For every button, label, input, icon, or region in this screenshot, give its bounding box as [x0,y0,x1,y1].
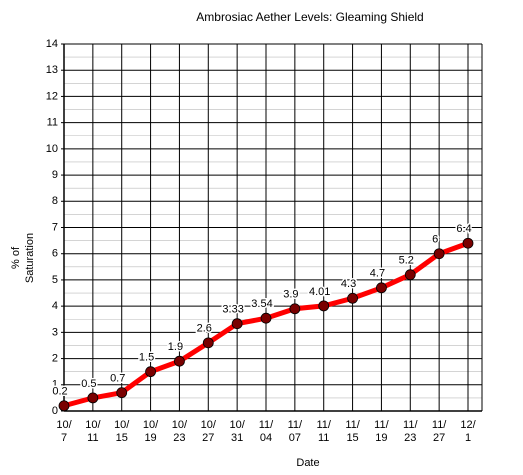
x-tick-label: 11/ [316,419,331,431]
x-tick-label: 11/ [345,419,360,431]
x-tick-label: 23 [173,432,185,444]
data-point [145,366,156,378]
x-tick-label: 10/ [172,419,188,431]
y-tick-label: 6 [52,248,58,260]
x-tick-label: 11 [318,432,329,444]
data-point [318,300,330,312]
y-tick-label: 4 [52,300,58,312]
x-tick-label: 11/ [374,419,389,431]
data-label: 4.01 [309,286,330,298]
y-tick-label: 12 [46,90,58,102]
data-point [404,269,416,281]
x-tick-label: 11/ [403,419,418,431]
data-point [347,292,358,304]
data-label: 4.3 [341,278,356,290]
x-tick-label: 11/ [432,419,447,431]
data-label: 4.7 [370,268,385,280]
x-tick-label: 10/ [114,419,130,431]
y-tick-label: 0 [52,405,58,417]
y-tick-label: 11 [47,117,58,129]
x-tick-label: 15 [346,432,358,444]
data-label: 5.2 [399,255,414,267]
data-label: 6.4 [456,223,471,235]
y-tick-label: 5 [52,274,58,286]
data-point [433,248,445,260]
x-tick-label: 27 [433,432,445,444]
x-tick-label: 10/ [143,419,159,431]
x-tick-label: 10/ [201,419,217,431]
y-tick-label: 8 [52,195,58,207]
x-tick-label: 07 [289,432,301,444]
y-tick-label: 2 [52,352,58,364]
data-label: 3.54 [251,298,272,310]
y-tick-label: 1 [52,379,58,391]
x-tick-label: 10/ [229,419,245,431]
data-point [231,318,243,330]
data-point [87,392,99,404]
x-tick-label: 31 [231,432,243,444]
y-tick-label: 9 [52,169,58,181]
y-axis-label: Saturation [24,233,36,283]
data-label: 1.5 [139,352,154,364]
data-point [174,355,185,367]
data-point [58,400,70,412]
y-tick-label: 14 [46,38,58,50]
data-point [376,282,387,294]
x-tick-label: 15 [116,432,128,444]
x-tick-label: 04 [260,432,272,444]
data-label: 0.2 [52,386,67,398]
y-tick-label: 13 [46,64,58,76]
x-tick-label: 11/ [259,419,274,431]
data-label: 0.7 [110,373,125,385]
x-tick-label: 7 [61,432,67,444]
x-tick-label: 19 [375,432,387,444]
data-label: 2.6 [197,323,212,335]
x-tick-label: 19 [144,432,156,444]
data-point [202,337,214,349]
data-label: 1.9 [168,341,183,353]
data-point [260,312,272,324]
x-tick-label: 23 [404,432,416,444]
data-point [289,303,301,315]
data-label: 0.5 [81,378,96,390]
data-point [116,387,128,399]
y-tick-label: 10 [46,143,58,155]
x-tick-label: 11 [87,432,98,444]
y-tick-label: 3 [52,326,58,338]
x-tick-label: 1 [465,432,471,444]
x-axis-label: Date [296,457,319,469]
chart-title: Ambrosiac Aether Levels: Gleaming Shield [196,10,423,24]
data-label: 6 [432,234,438,246]
x-tick-label: 10/ [56,419,72,431]
y-tick-label: 7 [52,221,58,233]
data-label: 3.9 [283,289,298,301]
x-tick-label: 10/ [85,419,101,431]
y-axis-label: % of [10,246,22,269]
data-point [462,237,474,249]
x-tick-label: 27 [202,432,214,444]
data-label: 3.33 [222,304,243,316]
x-tick-label: 11/ [288,419,303,431]
x-tick-label: 12/ [460,419,476,431]
